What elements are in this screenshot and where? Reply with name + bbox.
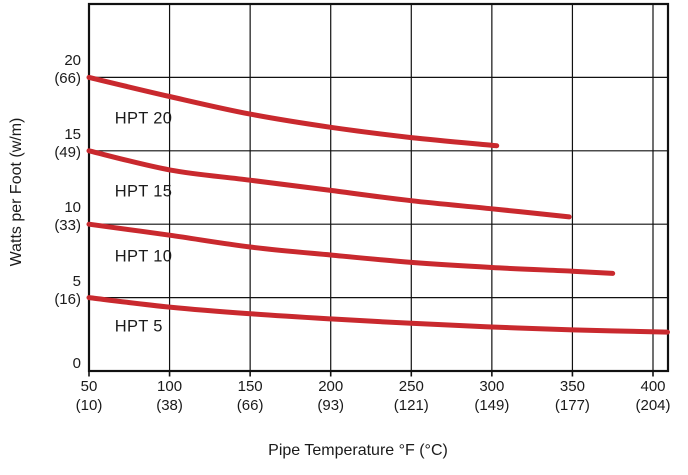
y-tick-5: 5 (16) [54,272,81,308]
y-tick-20: 20 (66) [54,52,81,88]
y-tick-15: 15 (49) [54,125,81,161]
x-tick-350: 350 (177) [554,378,590,414]
x-tick-300: 300 (149) [474,378,510,414]
curve-label-hpt-5: HPT 5 [114,317,163,336]
y-tick-0: 0 [72,355,81,372]
x-tick-50: 50 (10) [75,378,103,414]
x-tick-250: 250 (121) [393,378,429,414]
x-tick-150: 150 (66) [236,378,264,414]
curve-label-hpt-10: HPT 10 [114,247,173,266]
y-tick-10: 10 (33) [54,199,81,235]
curve-label-hpt-15: HPT 15 [114,182,173,201]
x-axis-title: Pipe Temperature °F (°C) [268,442,448,459]
curve-label-hpt-20: HPT 20 [114,109,173,128]
x-tick-100: 100 (38) [156,378,183,414]
x-tick-400: 400 (204) [635,378,671,414]
x-tick-200: 200 (93) [317,378,345,414]
